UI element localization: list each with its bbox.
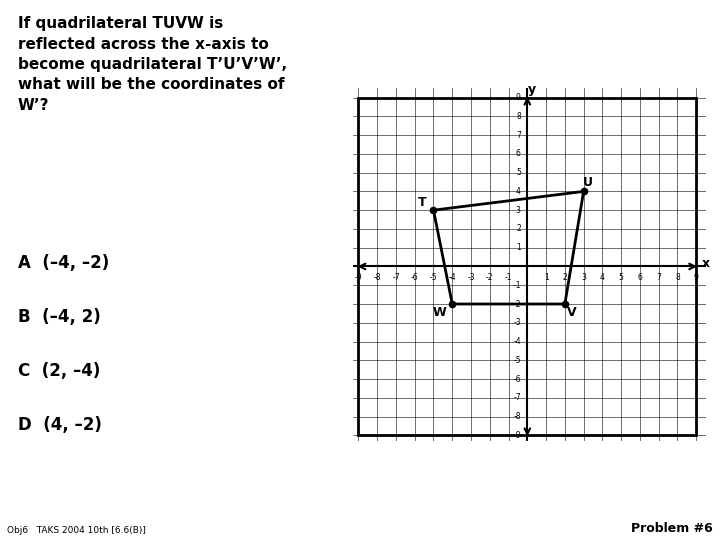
- Text: D  (4, –2): D (4, –2): [18, 416, 102, 434]
- Text: T: T: [418, 196, 426, 209]
- Text: -9: -9: [513, 431, 521, 440]
- Text: -3: -3: [513, 318, 521, 327]
- Text: 1: 1: [544, 273, 549, 282]
- Text: 8: 8: [675, 273, 680, 282]
- Text: 9: 9: [694, 273, 698, 282]
- Text: 2: 2: [516, 225, 521, 233]
- Text: C  (2, –4): C (2, –4): [18, 362, 100, 380]
- Text: 7: 7: [656, 273, 661, 282]
- Text: 6: 6: [637, 273, 642, 282]
- Text: -5: -5: [430, 273, 437, 282]
- Text: A  (–4, –2): A (–4, –2): [18, 254, 109, 272]
- Text: 1: 1: [516, 243, 521, 252]
- Text: If quadrilateral TUVW is
reflected across the x-axis to
become quadrilateral T’U: If quadrilateral TUVW is reflected acros…: [18, 16, 287, 113]
- Text: -7: -7: [513, 393, 521, 402]
- Text: -2: -2: [513, 300, 521, 308]
- Text: 7: 7: [516, 131, 521, 140]
- Text: 5: 5: [516, 168, 521, 177]
- Text: y: y: [528, 83, 536, 96]
- Text: -9: -9: [355, 273, 362, 282]
- Text: 3: 3: [581, 273, 586, 282]
- Text: Problem #6: Problem #6: [631, 522, 713, 535]
- Text: Obj6   TAKS 2004 10th [6.6(B)]: Obj6 TAKS 2004 10th [6.6(B)]: [7, 525, 146, 535]
- Text: -8: -8: [374, 273, 381, 282]
- Text: B  (–4, 2): B (–4, 2): [18, 308, 101, 326]
- Text: -8: -8: [513, 412, 521, 421]
- Text: -5: -5: [513, 356, 521, 365]
- Text: 6: 6: [516, 150, 521, 158]
- Text: -4: -4: [513, 337, 521, 346]
- Text: U: U: [583, 177, 593, 190]
- Text: 2: 2: [562, 273, 567, 282]
- Text: -1: -1: [505, 273, 513, 282]
- Text: x: x: [702, 257, 710, 270]
- Text: 4: 4: [516, 187, 521, 196]
- Text: -1: -1: [513, 281, 521, 290]
- Text: 3: 3: [516, 206, 521, 215]
- Text: 9: 9: [516, 93, 521, 102]
- Text: 4: 4: [600, 273, 605, 282]
- Text: -2: -2: [486, 273, 493, 282]
- Text: -6: -6: [411, 273, 418, 282]
- Text: W: W: [432, 306, 446, 319]
- Text: -7: -7: [392, 273, 400, 282]
- Text: -4: -4: [449, 273, 456, 282]
- Text: 8: 8: [516, 112, 521, 121]
- Text: V: V: [567, 306, 576, 319]
- Text: -6: -6: [513, 375, 521, 383]
- Text: 5: 5: [618, 273, 624, 282]
- Text: -3: -3: [467, 273, 474, 282]
